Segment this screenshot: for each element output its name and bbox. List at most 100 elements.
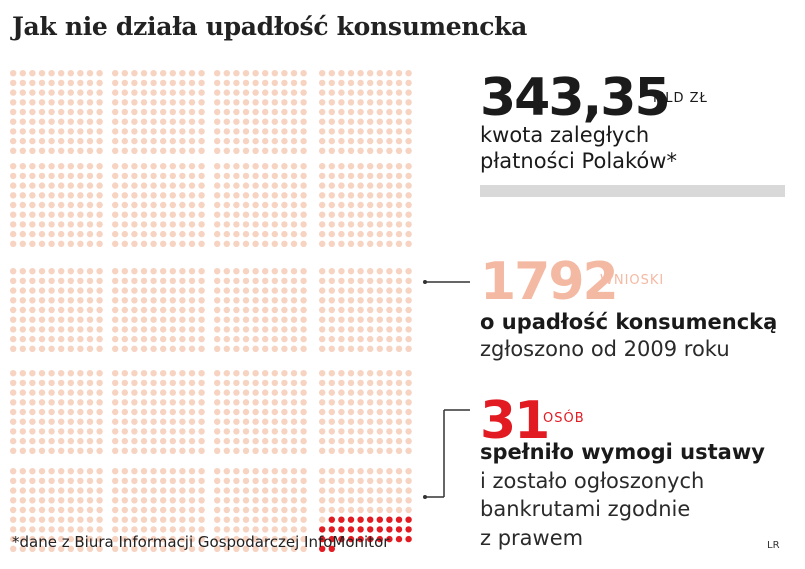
application-dot [77, 379, 84, 387]
application-dot [160, 128, 167, 135]
application-dot [188, 345, 196, 352]
application-dot [242, 128, 250, 135]
application-dot [96, 70, 103, 77]
application-dot [319, 137, 326, 145]
application-dot [357, 437, 364, 445]
application-dot [281, 335, 288, 343]
application-dot [395, 306, 403, 314]
application-dot [77, 89, 84, 96]
application-dot [169, 316, 176, 323]
application-dot [140, 147, 148, 154]
application-dot [214, 137, 221, 145]
application-dot [347, 172, 355, 180]
application-dot [48, 418, 55, 425]
application-dot [271, 345, 278, 352]
application-dot [328, 201, 335, 209]
application-dot [112, 128, 119, 135]
application-dot [131, 428, 138, 435]
application-dot [395, 487, 403, 494]
application-dot [160, 316, 167, 323]
application-dot [367, 418, 374, 425]
application-dot [38, 108, 46, 116]
application-dot [242, 345, 250, 352]
application-dot [48, 516, 55, 523]
application-dot [233, 526, 240, 533]
application-dot [131, 137, 138, 145]
application-dot [131, 99, 138, 106]
application-dot [376, 477, 383, 485]
application-dot [367, 118, 374, 125]
application-dot [395, 182, 403, 189]
application-dot [77, 240, 84, 247]
approved-dot [386, 526, 393, 533]
application-dot [405, 70, 412, 77]
application-dot [38, 268, 46, 275]
total-bar [480, 185, 785, 197]
application-dot [198, 477, 205, 485]
application-dot [338, 428, 345, 435]
application-dot [223, 447, 230, 454]
application-dot [319, 297, 326, 304]
application-dot [38, 468, 46, 475]
application-dot [376, 268, 383, 275]
application-dot [395, 163, 403, 170]
application-dot [319, 389, 326, 396]
application-dot [150, 335, 157, 343]
application-dot [67, 335, 75, 343]
application-dot [376, 172, 383, 180]
application-dot [357, 118, 364, 125]
application-dot [198, 221, 205, 228]
application-dot [328, 79, 335, 87]
application-dot [242, 447, 250, 454]
application-dot [252, 201, 259, 209]
application-dot [281, 108, 288, 116]
application-dot [242, 399, 250, 406]
application-dot [223, 99, 230, 106]
application-dot [214, 277, 221, 285]
application-dot [386, 437, 393, 445]
application-dot [281, 240, 288, 247]
application-dot [10, 335, 17, 343]
application-dot [131, 182, 138, 189]
application-dot [376, 379, 383, 387]
application-dot [386, 128, 393, 135]
application-dot [223, 389, 230, 396]
application-dot [300, 468, 307, 475]
application-dot [233, 408, 240, 416]
application-dot [77, 172, 84, 180]
application-dot [150, 306, 157, 314]
application-dot [271, 316, 278, 323]
application-dot [233, 516, 240, 523]
approved-dot [405, 526, 412, 533]
application-dot [367, 163, 374, 170]
approved-dot [319, 545, 326, 552]
application-dot [214, 535, 221, 543]
application-dot [214, 89, 221, 96]
application-dot [367, 240, 374, 247]
application-dot [214, 516, 221, 523]
application-dot [38, 389, 46, 396]
application-dot [242, 99, 250, 106]
application-dot [19, 345, 26, 352]
application-dot [160, 268, 167, 275]
application-dot [233, 287, 240, 294]
application-dot [48, 326, 55, 333]
application-dot [347, 306, 355, 314]
application-dot [395, 506, 403, 514]
application-dot [347, 201, 355, 209]
application-dot [252, 408, 259, 416]
application-dot [223, 108, 230, 116]
application-dot [233, 399, 240, 406]
application-dot [179, 201, 186, 209]
application-dot [112, 468, 119, 475]
application-dot [10, 221, 17, 228]
application-dot [357, 399, 364, 406]
application-dot [38, 221, 46, 228]
application-dot [395, 118, 403, 125]
application-dot [328, 70, 335, 77]
application-dot [140, 535, 148, 543]
application-dot [395, 345, 403, 352]
application-dot [386, 477, 393, 485]
application-dot [338, 477, 345, 485]
application-dot [319, 335, 326, 343]
